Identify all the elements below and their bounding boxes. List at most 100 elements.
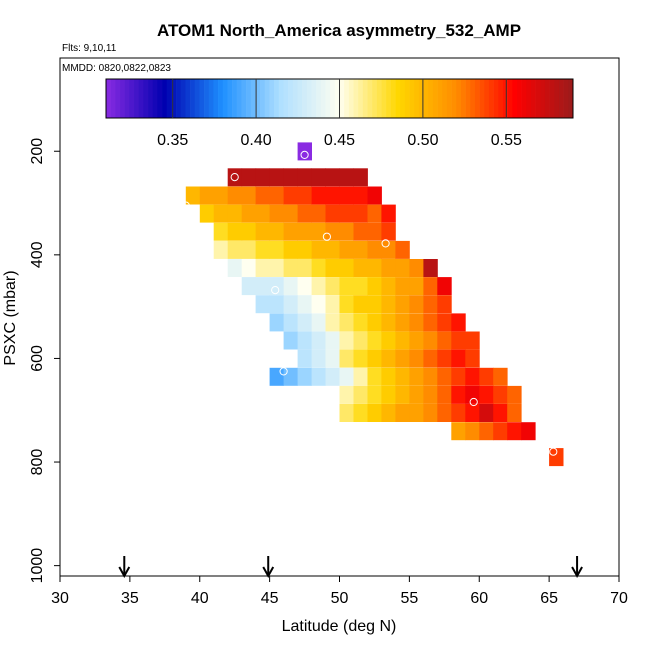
heatmap-cell-r2-c6 <box>269 186 284 205</box>
heatmap-cell-r6-c11 <box>381 259 396 277</box>
colorbar-swatch-81 <box>484 79 490 118</box>
heatmap-cell-r7-c14 <box>437 277 452 296</box>
colorbar-swatch-75 <box>456 79 462 118</box>
heatmap-cell-r14-c6 <box>423 404 438 422</box>
heatmap-cell-r13-c5 <box>409 385 424 404</box>
colorbar-swatch-95 <box>549 79 555 118</box>
x-tick-label: 45 <box>261 590 279 607</box>
heatmap-cell-r1-c1 <box>241 168 257 187</box>
colorbar-swatch-57 <box>372 79 378 118</box>
colorbar-swatch-7 <box>138 79 144 118</box>
colorbar-swatch-46 <box>320 79 326 118</box>
colorbar-swatch-49 <box>334 79 340 118</box>
y-axis-label: PSXC (mbar) <box>2 270 19 365</box>
heatmap-cell-r6-c8 <box>339 259 354 277</box>
colorbar-swatch-27 <box>232 79 238 118</box>
heatmap-cell-r8-c4 <box>311 295 326 314</box>
heatmap-cell-r2-c5 <box>255 186 270 205</box>
colorbar-swatch-20 <box>199 79 205 118</box>
heatmap-cell-r8-c13 <box>437 295 452 314</box>
colorbar-swatch-38 <box>283 79 289 118</box>
colorbar-swatch-94 <box>544 79 550 118</box>
colorbar-swatch-65 <box>409 79 415 118</box>
heatmap-cell-r7-c0 <box>241 277 257 296</box>
colorbar-swatch-79 <box>474 79 480 118</box>
heatmap-cell-r12-c9 <box>395 367 410 386</box>
heatmap-cell-r7-c1 <box>255 277 270 296</box>
heatmap-cell-r5-c3 <box>255 240 270 259</box>
colorbar-swatch-30 <box>246 79 252 118</box>
heatmap-cell-r14-c4 <box>395 404 410 422</box>
colorbar-swatch-50 <box>339 79 345 118</box>
marker-0 <box>300 150 309 159</box>
colorbar-swatch-85 <box>502 79 508 118</box>
colorbar-swatch-19 <box>194 79 200 118</box>
colorbar-swatch-13 <box>166 79 172 118</box>
colorbar-swatch-9 <box>148 79 153 118</box>
x-axis-label: Latitude (deg N) <box>282 618 397 635</box>
colorbar-swatch-56 <box>367 79 373 118</box>
heatmap-cell-r2-c13 <box>367 186 382 205</box>
heatmap-cell-r4-c6 <box>297 222 312 241</box>
plot-frame <box>59 57 620 577</box>
flights-label: Flts: 9,10,11 <box>62 43 117 54</box>
heatmap-cell-r11-c2 <box>325 349 340 368</box>
heatmap-cell-r10-c0 <box>283 331 298 350</box>
colorbar-swatch-63 <box>400 79 406 118</box>
heatmap-cell-r13-c10 <box>479 385 494 404</box>
colorbar-swatch-18 <box>190 79 196 118</box>
heatmap-cell-r7-c7 <box>339 277 354 296</box>
marker-1 <box>360 153 369 163</box>
heatmap-cell-r3-c1 <box>213 204 229 223</box>
colorbar-swatch-32 <box>255 79 261 118</box>
colorbar-swatch-80 <box>479 79 485 118</box>
heatmap-cell-r2-c3 <box>227 186 243 205</box>
colorbar-swatch-34 <box>264 79 270 118</box>
heatmap-cell-r13-c2 <box>367 385 382 404</box>
colorbar-swatch-25 <box>222 79 228 118</box>
heatmap-cell-r14-c2 <box>367 404 382 422</box>
heatmap-cell-r1-c8 <box>339 168 354 187</box>
heatmap-cell-r7-c3 <box>283 277 298 296</box>
colorbar-swatch-72 <box>442 79 448 118</box>
colorbar-swatch-66 <box>414 79 420 118</box>
dates-label: MMDD: 0820,0822,0823 <box>62 63 171 74</box>
x-tick-label: 65 <box>540 590 558 607</box>
heatmap-cell-r7-c10 <box>381 277 396 296</box>
heatmap-cell-r12-c0 <box>269 367 284 386</box>
heatmap-cell-r7-c11 <box>395 277 410 296</box>
y-tick-label: 800 <box>29 449 46 476</box>
heatmap-cell-r10-c3 <box>325 331 340 350</box>
heatmap-cell-r8-c0 <box>255 295 270 314</box>
colorbar-tick-label: 0.50 <box>407 132 438 149</box>
heatmap-cell-r8-c8 <box>367 295 382 314</box>
heatmap-cell-r4-c4 <box>269 222 284 241</box>
heatmap-cell-r6-c7 <box>325 259 340 277</box>
x-tick-label: 70 <box>610 590 628 607</box>
colorbar-swatch-37 <box>278 79 284 118</box>
heatmap-cell-r14-c1 <box>353 404 368 422</box>
heatmap-cell-r6-c10 <box>367 259 382 277</box>
heatmap-cell-r9-c1 <box>283 313 298 332</box>
heatmap-cell-r5-c8 <box>325 240 340 259</box>
heatmap-cell-r15-c5 <box>521 422 536 441</box>
colorbar-swatch-39 <box>288 79 294 118</box>
colorbar-swatch-12 <box>162 79 168 118</box>
colorbar-swatch-93 <box>540 79 546 118</box>
colorbar-swatch-15 <box>176 79 182 118</box>
colorbar-swatch-59 <box>381 79 387 118</box>
colorbar-swatch-41 <box>297 79 303 118</box>
heatmap-cell-r2-c9 <box>311 186 326 205</box>
colorbar-swatch-51 <box>344 79 350 118</box>
colorbar-swatch-42 <box>302 79 308 118</box>
heatmap-cell-r4-c12 <box>381 222 396 241</box>
heatmap-cell-r14-c8 <box>451 404 466 422</box>
heatmap-cell-r10-c6 <box>367 331 382 350</box>
heatmap-cell-r11-c3 <box>339 349 354 368</box>
heatmap-cell-r5-c10 <box>353 240 368 259</box>
colorbar-swatch-36 <box>274 79 280 118</box>
heatmap-cell-r7-c9 <box>367 277 382 296</box>
colorbar-swatch-76 <box>460 79 466 118</box>
heatmap-cell-r4-c2 <box>241 222 257 241</box>
